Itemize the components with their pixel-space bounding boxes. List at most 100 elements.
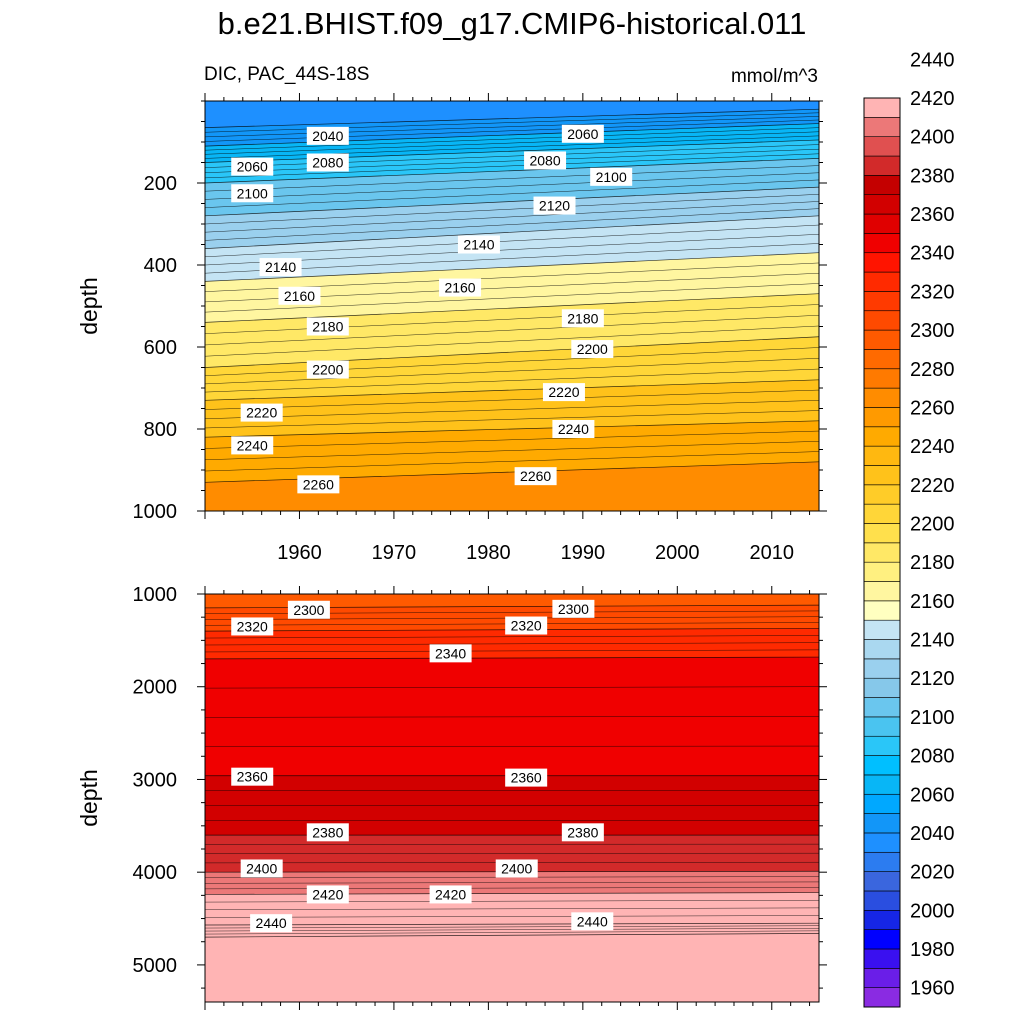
contour-label-box — [231, 436, 274, 455]
contour-label: 2100 — [231, 184, 274, 203]
contour-line — [205, 186, 819, 217]
contour-label-text: 2080 — [312, 155, 343, 171]
colorbar-label: 2120 — [910, 668, 955, 690]
plot-area: 2300 2320 2340 2320 2300 2360 2360 2380 2380 2400… — [205, 594, 819, 1002]
contour-line — [205, 243, 819, 274]
contour-label-text: 2180 — [567, 310, 598, 326]
fill-band — [205, 933, 819, 1002]
contour-label-box — [514, 467, 557, 486]
contour-label: 2400 — [495, 859, 538, 878]
lower-panel: 2300 2320 2340 2320 2300 2360 2360 2380 2380 2400… — [76, 584, 827, 1010]
x-tick-label: 1990 — [561, 542, 606, 564]
contour-label-box — [306, 823, 349, 842]
colorbar-swatch — [863, 445, 901, 466]
plot-frame — [204, 593, 820, 1003]
contour-label: 2300 — [552, 599, 595, 618]
y-tick-label: 3000 — [133, 769, 178, 791]
colorbar-label: 2300 — [910, 320, 955, 342]
contour-label-text: 2140 — [265, 259, 296, 275]
colorbar-label: 1980 — [910, 939, 955, 961]
colorbar-swatch — [863, 291, 901, 312]
contour-line — [205, 379, 819, 401]
contour-label: 2340 — [429, 644, 472, 663]
colorbar-label: 2420 — [910, 88, 955, 110]
colorbar-swatch — [863, 484, 901, 505]
colorbar-swatch — [863, 658, 901, 679]
y-tick-label: 4000 — [133, 862, 178, 884]
colorbar-swatch — [863, 793, 901, 814]
contour-label-text: 2380 — [567, 824, 598, 840]
y-tick-label: 200 — [144, 173, 177, 195]
colorbar-label: 2060 — [910, 784, 955, 806]
colorbar-label: 2040 — [910, 823, 955, 845]
contour-label-text: 2180 — [312, 319, 343, 335]
contour-line — [205, 915, 819, 918]
contour-label-box — [561, 309, 604, 328]
colorbar-swatch — [863, 677, 901, 698]
y-tick-label: 5000 — [133, 955, 178, 977]
colorbar-swatch — [863, 368, 901, 389]
y-axis-label: depth — [76, 277, 102, 335]
contour-label-box — [429, 644, 472, 663]
contour-line — [205, 201, 819, 233]
contour-line — [205, 283, 819, 313]
colorbar-swatch — [863, 503, 901, 524]
contour-label-text: 2220 — [246, 405, 277, 421]
contour-label-text: 2140 — [463, 237, 494, 253]
contour-label: 2380 — [306, 823, 349, 842]
contour-line — [205, 410, 819, 429]
colorbar-swatch — [863, 581, 901, 602]
contour-line — [205, 179, 819, 208]
contour-label-text: 2400 — [501, 860, 532, 876]
contour-line — [205, 153, 819, 179]
contour-label-text: 2340 — [435, 645, 466, 661]
variable-region-label: DIC, PAC_44S-18S — [204, 64, 370, 85]
colorbar-swatch — [863, 175, 901, 196]
x-tick-label: 1960 — [277, 542, 322, 564]
colorbar-label: 2080 — [910, 746, 955, 768]
colorbar-label: 2200 — [910, 513, 955, 535]
x-tick-label: 2000 — [655, 542, 700, 564]
contour-label-box — [571, 912, 614, 931]
contour-label-box — [505, 616, 548, 635]
contour-line — [205, 928, 819, 932]
colorbar-swatch — [863, 542, 901, 563]
contour-label-box — [429, 885, 472, 904]
contour-label: 2060 — [231, 157, 274, 176]
contour-label-box — [240, 403, 283, 422]
contour-label-text: 2420 — [312, 886, 343, 902]
colorbar: 1960 1980 2000 2020 2040 2060 2080 2100 2120 2140… — [863, 49, 955, 1008]
contour-line — [205, 358, 819, 385]
contour-label-box — [505, 768, 548, 787]
contour-line — [205, 635, 819, 639]
contour-label: 2180 — [306, 317, 349, 336]
contour-label: 2360 — [231, 767, 274, 786]
contour-label: 2360 — [505, 768, 548, 787]
contour-line — [205, 420, 819, 438]
colorbar-swatch — [863, 523, 901, 544]
colorbar-swatch — [863, 329, 901, 350]
contour-line — [205, 194, 819, 225]
contour-label-box — [571, 340, 614, 359]
colorbar-swatch — [863, 948, 901, 969]
colorbar-swatch — [863, 832, 901, 853]
colorbar-swatch — [863, 213, 901, 234]
colorbar-swatch — [863, 968, 901, 988]
y-tick-label: 800 — [144, 419, 177, 441]
contour-line — [205, 165, 819, 192]
contour-line — [205, 881, 819, 884]
contour-label-box — [457, 235, 500, 254]
y-tick-label: 1000 — [133, 584, 178, 606]
contour-label: 2080 — [524, 151, 567, 170]
contour-label-text: 2080 — [529, 152, 560, 168]
colorbar-swatch — [863, 929, 901, 950]
contour-label-text: 2060 — [567, 126, 598, 142]
contour-label-box — [259, 258, 302, 277]
contour-label-box — [524, 151, 567, 170]
colorbar-swatch — [863, 271, 901, 292]
colorbar-swatch — [863, 600, 901, 621]
fill-band — [205, 461, 819, 511]
contour-label-box — [533, 196, 576, 215]
contour-label: 2320 — [505, 616, 548, 635]
contour-line — [205, 158, 819, 184]
